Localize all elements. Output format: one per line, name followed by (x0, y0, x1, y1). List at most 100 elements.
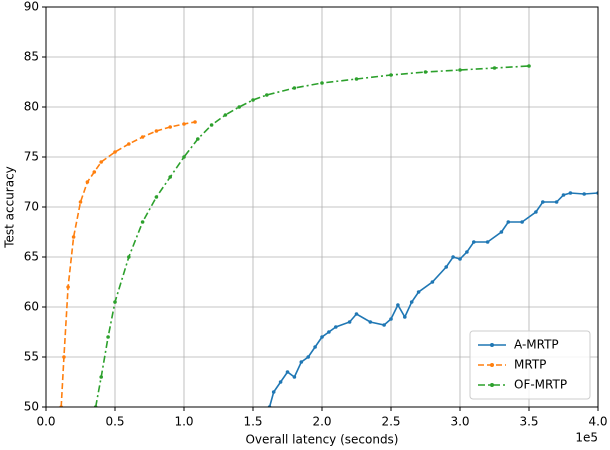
x-tick-label: 3.0 (450, 415, 469, 429)
point (534, 210, 538, 214)
point (209, 123, 214, 127)
point (492, 66, 497, 70)
point (403, 315, 407, 319)
point (389, 73, 393, 77)
point (140, 135, 145, 139)
point (113, 150, 117, 154)
legend-label: OF-MRTP (514, 378, 567, 392)
point (320, 335, 324, 339)
point (127, 255, 131, 259)
legend-label: A-MRTP (514, 338, 559, 352)
legend-box (469, 330, 591, 400)
point (485, 240, 490, 244)
point (465, 250, 469, 254)
legend-marker (490, 383, 494, 387)
point (193, 120, 197, 124)
x-tick-label: 4.0 (588, 415, 607, 429)
x-tick-label: 2.5 (381, 415, 400, 429)
point (265, 93, 269, 97)
x-axis-label: Overall latency (seconds) (245, 433, 398, 447)
point (223, 113, 228, 117)
point (78, 200, 83, 204)
point (168, 175, 172, 179)
point (251, 98, 255, 102)
point (127, 142, 131, 146)
plot-area (59, 64, 598, 407)
point (354, 77, 359, 81)
x-tick-label: 0.5 (105, 415, 124, 429)
point (389, 317, 393, 321)
legend-marker (490, 343, 494, 347)
y-tick-label: 60 (24, 300, 39, 314)
point (92, 170, 97, 174)
point (182, 155, 186, 159)
point (334, 325, 338, 329)
point (451, 255, 455, 259)
point (430, 280, 435, 284)
point (506, 220, 511, 224)
point (409, 300, 414, 304)
y-tick-label: 85 (24, 50, 39, 64)
point (113, 300, 117, 304)
point (278, 380, 283, 384)
point (347, 320, 352, 324)
point (416, 290, 421, 294)
point (237, 105, 241, 109)
point (458, 257, 462, 261)
point (62, 355, 66, 359)
point (285, 370, 290, 374)
point (444, 265, 449, 269)
y-tick-label: 55 (24, 350, 39, 364)
y-tick-label: 80 (24, 100, 39, 114)
point (99, 160, 103, 164)
point (85, 180, 90, 184)
point (66, 285, 70, 289)
x-offset-label: 1e5 (575, 431, 598, 445)
legend-marker (490, 363, 494, 367)
point (472, 240, 476, 244)
y-tick-label: 75 (24, 150, 39, 164)
point (154, 195, 159, 199)
series-line (94, 65, 530, 407)
point (313, 345, 317, 349)
point (271, 390, 276, 394)
x-tick-label: 3.5 (519, 415, 538, 429)
plot-frame (45, 6, 599, 408)
point (541, 200, 545, 204)
point (154, 129, 159, 133)
point (520, 220, 524, 224)
point (99, 375, 103, 379)
point (423, 70, 428, 74)
point (71, 235, 76, 239)
x-tick-label: 2.0 (312, 415, 331, 429)
x-tick-label: 1.5 (243, 415, 262, 429)
point (299, 360, 304, 364)
y-tick-label: 50 (24, 400, 39, 414)
point (306, 355, 311, 359)
point (354, 312, 359, 316)
x-tick-label: 0.0 (36, 415, 55, 429)
point (292, 86, 297, 90)
point (568, 191, 573, 195)
y-tick-label: 65 (24, 250, 39, 264)
point (196, 137, 200, 141)
point (140, 220, 145, 224)
point (582, 192, 586, 196)
point (561, 193, 566, 197)
point (182, 122, 186, 126)
y-axis-label: Test accuracy (3, 166, 17, 249)
series-line (60, 121, 196, 407)
point (168, 125, 172, 129)
point (106, 335, 110, 339)
point (554, 200, 559, 204)
point (499, 230, 504, 234)
point (292, 375, 297, 379)
y-tick-label: 90 (24, 0, 39, 14)
legend-label: MRTP (514, 358, 546, 372)
point (527, 64, 531, 68)
point (458, 68, 462, 72)
x-tick-label: 1.0 (174, 415, 193, 429)
point (368, 320, 373, 324)
point (327, 330, 331, 334)
